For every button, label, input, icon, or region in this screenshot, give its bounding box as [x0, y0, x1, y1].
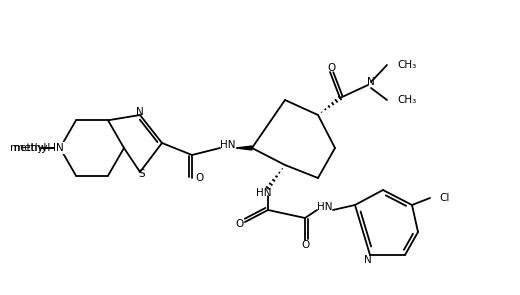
Text: CH₃: CH₃: [397, 60, 417, 70]
Text: N: N: [53, 143, 61, 153]
Text: N: N: [367, 77, 375, 87]
Text: O: O: [196, 173, 204, 183]
Text: methyl: methyl: [10, 143, 46, 153]
Polygon shape: [236, 146, 252, 150]
Text: HN: HN: [317, 202, 333, 212]
Text: methyl: methyl: [14, 143, 50, 153]
Text: O: O: [235, 219, 243, 229]
Text: O: O: [327, 63, 335, 73]
Text: N: N: [364, 255, 372, 265]
Text: Cl: Cl: [440, 193, 450, 203]
Text: HN: HN: [256, 188, 272, 198]
Text: S: S: [139, 169, 145, 179]
Text: O: O: [302, 240, 310, 250]
Text: N: N: [136, 107, 144, 117]
Text: CH₃: CH₃: [397, 95, 417, 105]
Text: N: N: [56, 143, 64, 153]
Text: HN: HN: [220, 140, 236, 150]
